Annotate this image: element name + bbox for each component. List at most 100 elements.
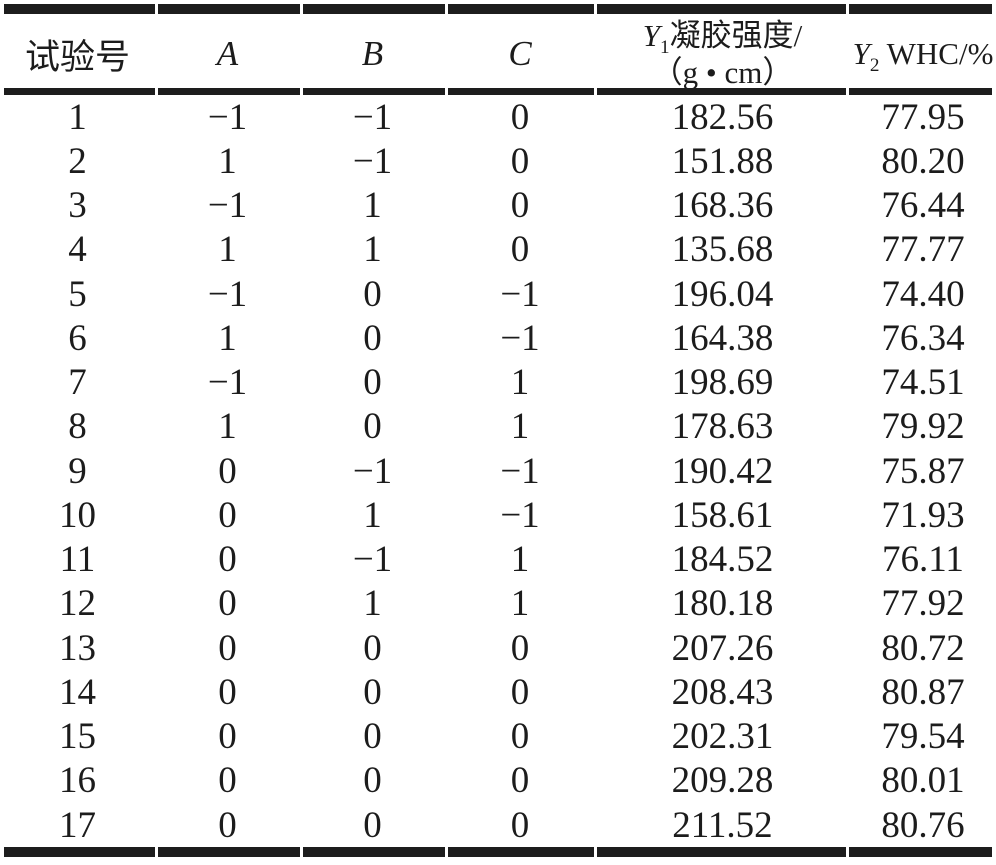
cell-whc: 80.01	[881, 760, 965, 802]
cell-factor-b: −1	[352, 539, 393, 581]
rule-segment	[4, 88, 156, 95]
rule-segment	[303, 88, 445, 95]
cell-factor-a: 1	[218, 406, 237, 448]
cell-run-number: 8	[68, 406, 87, 448]
cell-factor-a: 1	[218, 140, 237, 182]
cell-factor-c: −1	[500, 317, 540, 359]
table-body: 1 −1 −1 0 182.56 77.95 2 1 −1 0 151.88 80.20 3 −1 1 0 16…	[0, 95, 996, 847]
rule-segment	[447, 4, 595, 14]
cell-factor-b: 0	[363, 627, 382, 669]
cell-gel-strength: 178.63	[671, 406, 774, 448]
table-row: 12 0 1 1 180.18 77.92	[0, 582, 996, 626]
table-row: 16 0 0 0 209.28 80.01	[0, 759, 996, 803]
cell-gel-strength: 151.88	[671, 140, 774, 182]
rule-segment	[158, 847, 301, 857]
cell-factor-c: 0	[510, 229, 530, 271]
cell-gel-strength: 211.52	[672, 804, 773, 846]
cell-factor-a: 0	[218, 494, 237, 536]
table-row: 10 0 1 −1 158.61 71.93	[0, 493, 996, 537]
rule-segment	[303, 4, 445, 14]
cell-gel-strength: 180.18	[671, 583, 774, 625]
cell-factor-c: −1	[500, 494, 540, 536]
cell-factor-c: 0	[510, 760, 530, 802]
rule-segment	[4, 847, 156, 857]
cell-factor-c: 1	[510, 406, 530, 448]
table-header: 试验号 A B C Y1凝胶强度/ （g • cm） Y2 WHC/%	[0, 0, 996, 95]
cell-gel-strength: 164.38	[671, 317, 774, 359]
cell-factor-a: −1	[207, 273, 248, 315]
table-row: 6 1 0 −1 164.38 76.34	[0, 316, 996, 360]
cell-run-number: 17	[59, 804, 96, 846]
table-row: 1 −1 −1 0 182.56 77.95	[0, 95, 996, 139]
cell-factor-c: 0	[510, 716, 530, 758]
cell-factor-c: 0	[510, 140, 530, 182]
cell-whc: 80.20	[881, 140, 965, 182]
cell-whc: 80.72	[881, 627, 965, 669]
cell-whc: 71.93	[881, 494, 965, 536]
cell-gel-strength: 168.36	[671, 185, 774, 227]
cell-factor-b: 0	[363, 760, 382, 802]
rule-segment	[849, 4, 992, 14]
column-header-whc: Y2 WHC/%	[852, 36, 994, 77]
table-top-rule	[4, 4, 992, 14]
experiment-design-table: 试验号 A B C Y1凝胶强度/ （g • cm） Y2 WHC/%	[0, 0, 996, 847]
cell-factor-b: 0	[363, 804, 382, 846]
cell-factor-a: 0	[218, 627, 237, 669]
rule-segment	[158, 88, 301, 95]
cell-factor-b: 0	[363, 716, 382, 758]
cell-whc: 76.34	[881, 317, 965, 359]
table-row: 7 −1 0 1 198.69 74.51	[0, 361, 996, 405]
cell-whc: 77.95	[881, 96, 965, 138]
cell-run-number: 1	[68, 96, 87, 138]
cell-run-number: 15	[59, 716, 96, 758]
cell-gel-strength: 209.28	[671, 760, 774, 802]
cell-whc: 75.87	[881, 450, 965, 492]
cell-gel-strength: 184.52	[671, 539, 774, 581]
cell-factor-a: 0	[218, 539, 237, 581]
cell-run-number: 2	[68, 140, 87, 182]
cell-run-number: 12	[59, 583, 96, 625]
cell-run-number: 11	[59, 539, 96, 581]
cell-gel-strength: 208.43	[671, 671, 774, 713]
cell-factor-c: 1	[510, 583, 530, 625]
cell-gel-strength: 198.69	[671, 362, 774, 404]
cell-run-number: 3	[68, 185, 87, 227]
cell-run-number: 14	[59, 671, 96, 713]
column-header-factor-b: B	[300, 0, 445, 95]
column-header-factor-a: A	[155, 0, 300, 95]
cell-factor-b: 0	[363, 671, 382, 713]
cell-gel-strength: 207.26	[671, 627, 774, 669]
cell-factor-a: 1	[218, 229, 237, 271]
cell-factor-a: 1	[218, 317, 237, 359]
rule-segment	[597, 88, 847, 95]
cell-factor-b: 1	[363, 229, 382, 271]
cell-whc: 76.11	[882, 539, 964, 581]
cell-run-number: 10	[59, 494, 96, 536]
rule-segment	[849, 847, 992, 857]
cell-factor-c: 1	[510, 539, 530, 581]
table-bottom-rule	[4, 847, 992, 857]
rule-segment	[597, 4, 847, 14]
table-row: 9 0 −1 −1 190.42 75.87	[0, 449, 996, 493]
cell-factor-b: 0	[363, 317, 382, 359]
header-label: C	[508, 34, 532, 73]
header-line-1: Y1凝胶强度/	[642, 18, 803, 59]
rule-segment	[447, 847, 595, 857]
cell-factor-b: 0	[363, 406, 382, 448]
header-separator-rule	[4, 88, 992, 95]
cell-factor-b: 0	[363, 273, 382, 315]
cell-factor-a: 0	[218, 804, 237, 846]
cell-factor-b: −1	[352, 140, 393, 182]
cell-factor-a: −1	[207, 96, 248, 138]
cell-run-number: 7	[68, 362, 87, 404]
cell-factor-b: 0	[363, 362, 382, 404]
table-row: 4 1 1 0 135.68 77.77	[0, 228, 996, 272]
header-label: A	[216, 34, 239, 73]
cell-factor-a: 0	[218, 760, 237, 802]
cell-run-number: 16	[59, 760, 96, 802]
cell-whc: 80.76	[881, 804, 965, 846]
cell-factor-c: 0	[510, 96, 530, 138]
cell-gel-strength: 190.42	[671, 450, 774, 492]
cell-whc: 74.40	[881, 273, 965, 315]
